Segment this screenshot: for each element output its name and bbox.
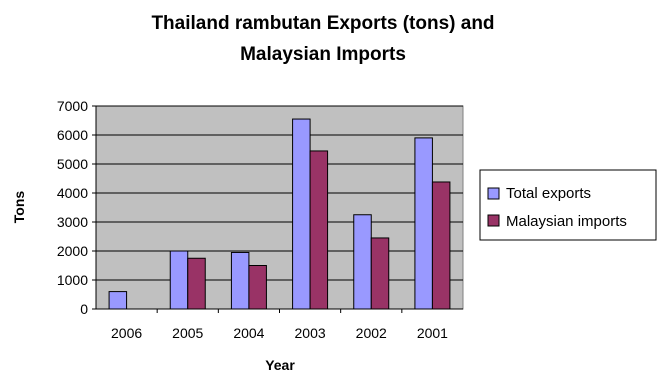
bar-malaysian-imports-2002 — [370, 237, 390, 310]
x-tick-label: 2004 — [233, 325, 264, 341]
legend-label-total-exports: Total exports — [506, 185, 591, 202]
y-tick-label: 5000 — [57, 156, 88, 172]
y-tick-label: 6000 — [57, 127, 88, 143]
y-axis-label: Tons — [11, 191, 27, 224]
bar-total-exports-2006 — [108, 291, 128, 310]
bar-total-exports-2004 — [230, 251, 250, 310]
legend-box — [479, 169, 657, 241]
bar-malaysian-imports-2003 — [309, 150, 329, 310]
bar-total-exports-2005 — [169, 250, 189, 310]
legend: Total exports Malaysian imports — [479, 169, 657, 241]
x-tick-label: 2005 — [172, 325, 203, 341]
y-tick-label: 7000 — [57, 98, 88, 114]
x-tick-label: 2003 — [295, 325, 326, 341]
bar-total-exports-2003 — [292, 118, 311, 310]
y-tick-label: 4000 — [57, 185, 88, 201]
y-tick-label: 0 — [80, 301, 88, 317]
bar-malaysian-imports-2004 — [248, 265, 267, 310]
chart-title-line-1: Thailand rambutan Exports (tons) and — [151, 13, 494, 34]
legend-swatch-total-exports — [487, 187, 500, 200]
bar-malaysian-imports-2001 — [431, 181, 451, 310]
legend-label-malaysian-imports: Malaysian imports — [506, 213, 627, 230]
bar-malaysian-imports-2005 — [187, 257, 206, 310]
y-tick-label: 2000 — [57, 243, 88, 259]
plot-background — [95, 105, 464, 310]
x-axis-label: Year — [265, 357, 295, 373]
x-tick-label: 2001 — [417, 325, 448, 341]
chart-title-line-2: Malaysian Imports — [240, 44, 406, 65]
bar-total-exports-2002 — [353, 214, 372, 310]
plot-area: 0 1000 2000 3000 4000 5000 6000 7000 2006 2005 200… — [57, 98, 464, 341]
legend-swatch-malaysian-imports — [487, 214, 500, 227]
x-tick-label: 2006 — [111, 325, 142, 341]
y-tick-label: 3000 — [57, 214, 88, 230]
bar-total-exports-2001 — [414, 137, 433, 310]
x-tick-label: 2002 — [356, 325, 387, 341]
y-tick-label: 1000 — [57, 272, 88, 288]
